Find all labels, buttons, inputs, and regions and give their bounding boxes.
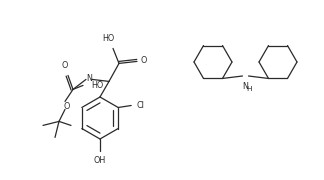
Text: Cl: Cl	[136, 101, 144, 110]
Text: O: O	[62, 61, 68, 70]
Text: HO: HO	[102, 34, 114, 43]
Text: O: O	[64, 102, 70, 111]
Text: N: N	[243, 82, 249, 91]
Text: O: O	[141, 56, 147, 65]
Text: HO: HO	[91, 81, 103, 90]
Text: OH: OH	[94, 156, 106, 165]
Text: N: N	[86, 74, 92, 83]
Text: H: H	[247, 86, 252, 92]
